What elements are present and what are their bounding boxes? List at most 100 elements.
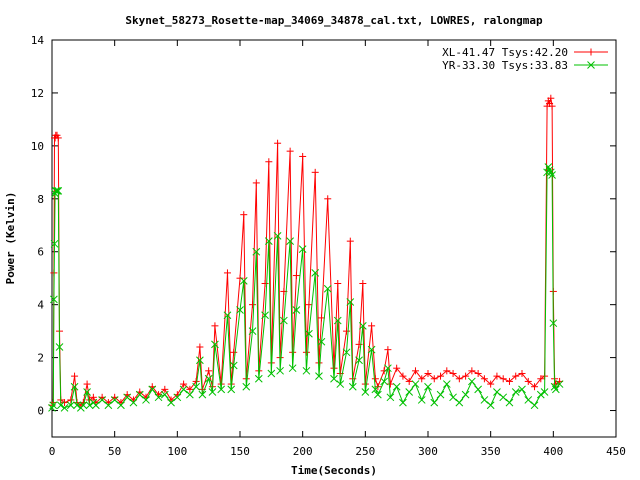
data-point: [211, 322, 219, 330]
data-point: [474, 369, 482, 377]
data-point: [380, 367, 388, 375]
data-point: [92, 401, 100, 410]
x-tick-label: 450: [606, 445, 626, 458]
data-point: [449, 369, 457, 377]
data-point: [223, 269, 231, 277]
data-point: [73, 401, 81, 410]
series-yr: [48, 163, 564, 412]
data-point: [417, 396, 426, 404]
legend-marker: [587, 61, 595, 69]
data-point: [462, 372, 470, 380]
data-point: [305, 329, 313, 338]
data-point: [274, 139, 282, 147]
data-point: [302, 366, 311, 375]
data-point: [405, 377, 413, 385]
legend-item-xl: XL-41.47 Tsys:42.20: [442, 46, 608, 59]
legend-item-yr: YR-33.30 Tsys:33.83: [442, 59, 608, 72]
series-line: [51, 98, 560, 406]
data-point: [552, 380, 560, 388]
data-point: [50, 295, 58, 304]
chart-title: Skynet_58273_Rosette-map_34069_34878_cal…: [125, 14, 543, 27]
data-point: [276, 366, 284, 375]
data-point: [544, 163, 553, 171]
data-point: [239, 276, 248, 285]
data-point: [386, 380, 394, 388]
data-point: [61, 399, 69, 407]
x-tick-label: 150: [230, 445, 250, 458]
data-point: [89, 393, 97, 401]
data-point: [56, 401, 65, 410]
data-point: [161, 385, 169, 393]
data-point: [540, 388, 549, 396]
data-point: [511, 388, 520, 396]
data-point: [545, 165, 554, 174]
data-point: [474, 385, 482, 394]
y-tick-label: 4: [37, 299, 44, 312]
series-layer: [48, 94, 564, 412]
data-point: [524, 377, 532, 385]
y-tick-label: 12: [31, 87, 44, 100]
data-point: [480, 375, 488, 383]
data-point: [536, 390, 545, 399]
data-point: [551, 385, 560, 394]
data-point: [430, 398, 439, 407]
data-point: [55, 343, 64, 351]
data-point: [288, 364, 297, 373]
data-point: [530, 401, 539, 410]
data-point: [317, 337, 326, 346]
data-point: [110, 396, 119, 404]
x-tick-label: 100: [167, 445, 187, 458]
data-point: [70, 382, 79, 391]
data-point: [548, 171, 556, 179]
data-point: [499, 375, 507, 383]
data-point: [286, 147, 294, 155]
data-point: [499, 393, 508, 402]
data-point: [148, 385, 157, 394]
data-point: [437, 372, 445, 380]
data-point: [173, 393, 182, 402]
data-point: [311, 269, 320, 277]
data-point: [443, 367, 451, 375]
data-point: [493, 388, 501, 396]
data-point: [248, 327, 257, 335]
data-point: [346, 298, 355, 306]
data-point: [223, 311, 232, 320]
data-point: [348, 382, 357, 391]
data-point: [292, 272, 300, 280]
data-point: [405, 388, 414, 396]
x-tick-label: 0: [49, 445, 56, 458]
x-tick-label: 350: [481, 445, 501, 458]
data-point: [54, 187, 63, 195]
y-tick-label: 2: [37, 352, 44, 365]
data-point: [512, 372, 520, 380]
y-tick-label: 10: [31, 140, 44, 153]
data-point: [129, 398, 138, 407]
data-point: [198, 390, 207, 399]
data-point: [249, 301, 257, 309]
data-point: [480, 396, 489, 404]
legend-label: YR-33.30 Tsys:33.83: [442, 59, 568, 72]
data-point: [299, 152, 307, 160]
data-point: [455, 398, 464, 407]
data-point: [286, 237, 294, 246]
data-point: [117, 401, 125, 410]
x-tick-label: 300: [418, 445, 438, 458]
data-point: [537, 375, 545, 383]
data-point: [186, 385, 194, 393]
data-point: [142, 396, 150, 404]
data-point: [315, 372, 323, 380]
data-point: [468, 367, 476, 375]
data-point: [384, 364, 392, 373]
data-point: [273, 231, 282, 240]
y-tick-label: 8: [37, 193, 44, 206]
data-point: [333, 316, 342, 325]
data-point: [217, 385, 226, 394]
data-point: [361, 388, 370, 396]
data-point: [252, 247, 261, 256]
data-point: [555, 380, 564, 388]
data-point: [240, 211, 248, 219]
data-point: [486, 401, 495, 410]
data-point: [60, 404, 69, 412]
axis-ticks: 0 50 100 150 200 250 300 350 400 450 0 2 4 6 8 10 12 14: [31, 34, 626, 458]
